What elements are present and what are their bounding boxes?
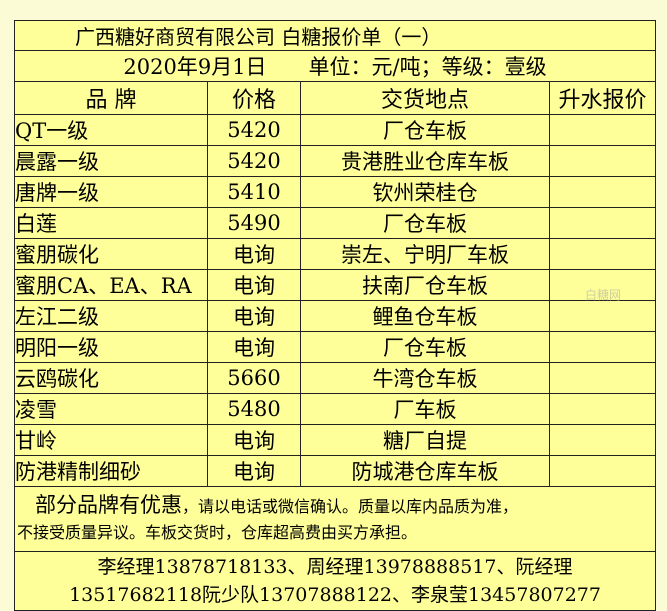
table-row: 防港精制细砂 电询 防城港仓库车板 <box>14 455 657 487</box>
cell-price: 5420 <box>207 145 301 177</box>
cell-price: 5480 <box>207 393 301 425</box>
cell-price: 5490 <box>207 207 301 239</box>
cell-brand: 白莲 <box>14 207 208 239</box>
table-row: 明阳一级 电询 厂仓车板 <box>14 331 657 363</box>
header-location: 交货地点 <box>300 81 550 115</box>
contacts: 李经理13878718133、周经理13978888517、阮经理 1351768… <box>13 551 657 611</box>
cell-premium <box>548 300 657 332</box>
table-row: QT一级 5420 厂仓车板 <box>14 114 657 146</box>
table-row: 左江二级 电询 鲤鱼仓车板 <box>14 300 657 332</box>
cell-location: 钦州荣桂仓 <box>300 176 550 208</box>
table-row: 凌雪 5480 厂车板 <box>14 393 657 425</box>
table-row: 唐牌一级 5410 钦州荣桂仓 <box>14 176 657 208</box>
cell-premium <box>548 114 657 146</box>
cell-location: 厂仓车板 <box>300 331 550 363</box>
header-premium: 升水报价 <box>548 81 657 115</box>
cell-price: 5420 <box>207 114 301 146</box>
cell-location: 防城港仓库车板 <box>300 455 550 487</box>
notes-line2: 不接受质量异议。车板交货时，仓库超高费由买方承担。 <box>17 523 418 542</box>
cell-premium <box>548 331 657 363</box>
cell-price: 电询 <box>207 455 301 487</box>
cell-price: 电询 <box>207 238 301 270</box>
cell-premium <box>548 362 657 394</box>
table-row: 蜜朋CA、EA、RA 电询 扶南厂仓车板 <box>14 269 657 301</box>
table-row: 云鸥碳化 5660 牛湾仓车板 <box>14 362 657 394</box>
cell-price: 5410 <box>207 176 301 208</box>
cell-price: 电询 <box>207 300 301 332</box>
notes-line1: ，请以电话或微信确认。质量以库内品质为准， <box>182 497 519 516</box>
cell-location: 厂车板 <box>300 393 550 425</box>
cell-brand: 左江二级 <box>14 300 208 332</box>
cell-brand: 云鸥碳化 <box>14 362 208 394</box>
cell-brand: QT一级 <box>14 114 208 146</box>
cell-premium <box>548 393 657 425</box>
cell-premium <box>548 207 657 239</box>
cell-premium <box>548 424 657 456</box>
cell-location: 扶南厂仓车板 <box>300 269 550 301</box>
notes-lead: 部分品牌有优惠 <box>35 493 182 517</box>
header-row: 品 牌 价格 交货地点 升水报价 <box>14 81 657 115</box>
cell-premium <box>548 176 657 208</box>
page-title: 广西糖好商贸有限公司 白糖报价单（一） <box>13 20 657 51</box>
cell-location: 厂仓车板 <box>300 114 550 146</box>
cell-premium <box>548 238 657 270</box>
cell-premium <box>548 145 657 177</box>
contacts-line1: 李经理13878718133、周经理13978888517、阮经理 <box>97 556 573 578</box>
cell-location: 牛湾仓车板 <box>300 362 550 394</box>
table-row: 晨露一级 5420 贵港胜业仓库车板 <box>14 145 657 177</box>
cell-brand: 凌雪 <box>14 393 208 425</box>
table-row: 甘岭 电询 糖厂自提 <box>14 424 657 456</box>
cell-brand: 蜜朋CA、EA、RA <box>14 269 208 301</box>
cell-price: 电询 <box>207 269 301 301</box>
cell-price: 电询 <box>207 331 301 363</box>
cell-brand: 唐牌一级 <box>14 176 208 208</box>
contacts-line2: 13517682118阮少队13707888122、李泉莹13457807277 <box>69 584 601 606</box>
cell-location: 鲤鱼仓车板 <box>300 300 550 332</box>
cell-brand: 蜜朋碳化 <box>14 238 208 270</box>
watermark: 白糖网 <box>585 288 622 302</box>
cell-brand: 防港精制细砂 <box>14 455 208 487</box>
date-unit-line: 2020年9月1日 单位：元/吨；等级：壹级 <box>13 50 657 82</box>
header-brand: 品 牌 <box>14 81 208 115</box>
table-row: 白莲 5490 厂仓车板 <box>14 207 657 239</box>
cell-brand: 明阳一级 <box>14 331 208 363</box>
cell-location: 崇左、宁明厂车板 <box>300 238 550 270</box>
cell-location: 贵港胜业仓库车板 <box>300 145 550 177</box>
cell-location: 厂仓车板 <box>300 207 550 239</box>
header-price: 价格 <box>207 81 301 115</box>
table-row: 蜜朋碳化 电询 崇左、宁明厂车板 <box>14 238 657 270</box>
cell-price: 5660 <box>207 362 301 394</box>
cell-premium <box>548 455 657 487</box>
price-table: 广西糖好商贸有限公司 白糖报价单（一） 2020年9月1日 单位：元/吨；等级：… <box>13 20 657 611</box>
cell-brand: 晨露一级 <box>14 145 208 177</box>
cell-brand: 甘岭 <box>14 424 208 456</box>
notes: 部分品牌有优惠，请以电话或微信确认。质量以库内品质为准， 不接受质量异议。车板交货… <box>13 486 657 552</box>
cell-location: 糖厂自提 <box>300 424 550 456</box>
cell-price: 电询 <box>207 424 301 456</box>
